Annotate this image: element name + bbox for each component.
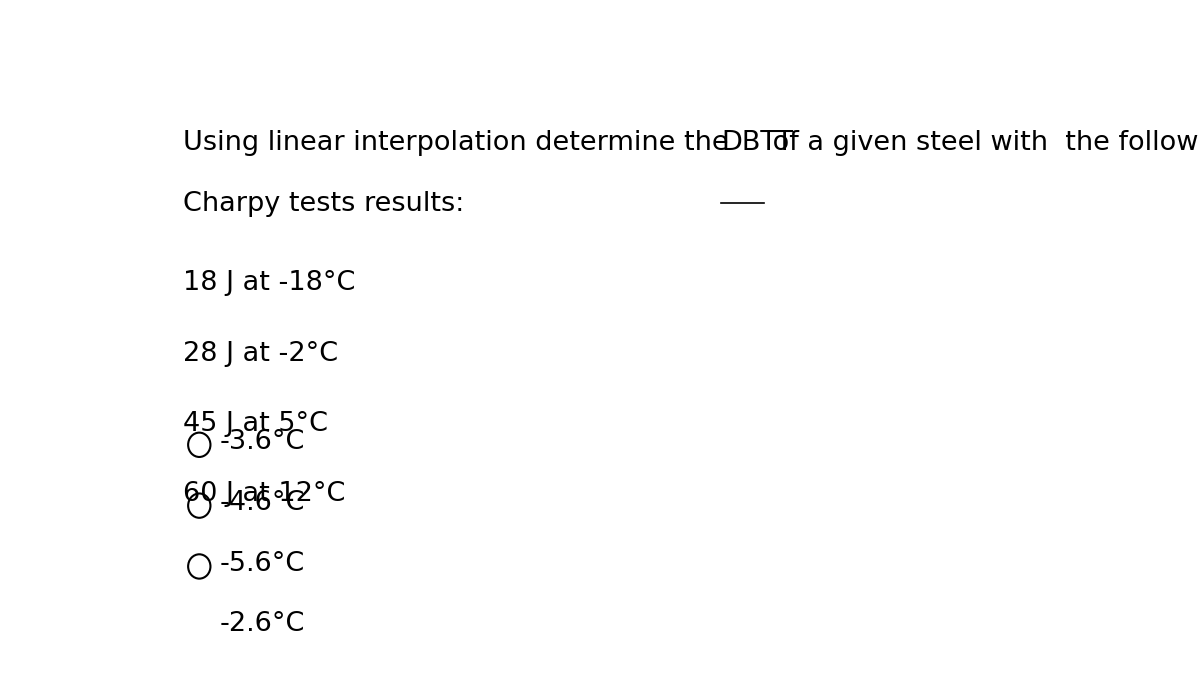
Text: 18 J at -18°C: 18 J at -18°C <box>182 270 355 296</box>
Text: Using linear interpolation determine the: Using linear interpolation determine the <box>182 130 737 156</box>
Text: 28 J at -2°C: 28 J at -2°C <box>182 341 337 367</box>
Text: of a given steel with  the following: of a given steel with the following <box>764 130 1200 156</box>
Text: -2.6°C: -2.6°C <box>220 611 305 638</box>
Text: -3.6°C: -3.6°C <box>220 429 305 455</box>
Text: DBTT: DBTT <box>721 130 793 156</box>
Text: -5.6°C: -5.6°C <box>220 550 305 576</box>
Text: 45 J at 5°C: 45 J at 5°C <box>182 411 328 437</box>
Text: -4.6°C: -4.6°C <box>220 490 305 516</box>
Text: Charpy tests results:: Charpy tests results: <box>182 191 463 217</box>
Text: 60 J at 12°C: 60 J at 12°C <box>182 482 344 507</box>
